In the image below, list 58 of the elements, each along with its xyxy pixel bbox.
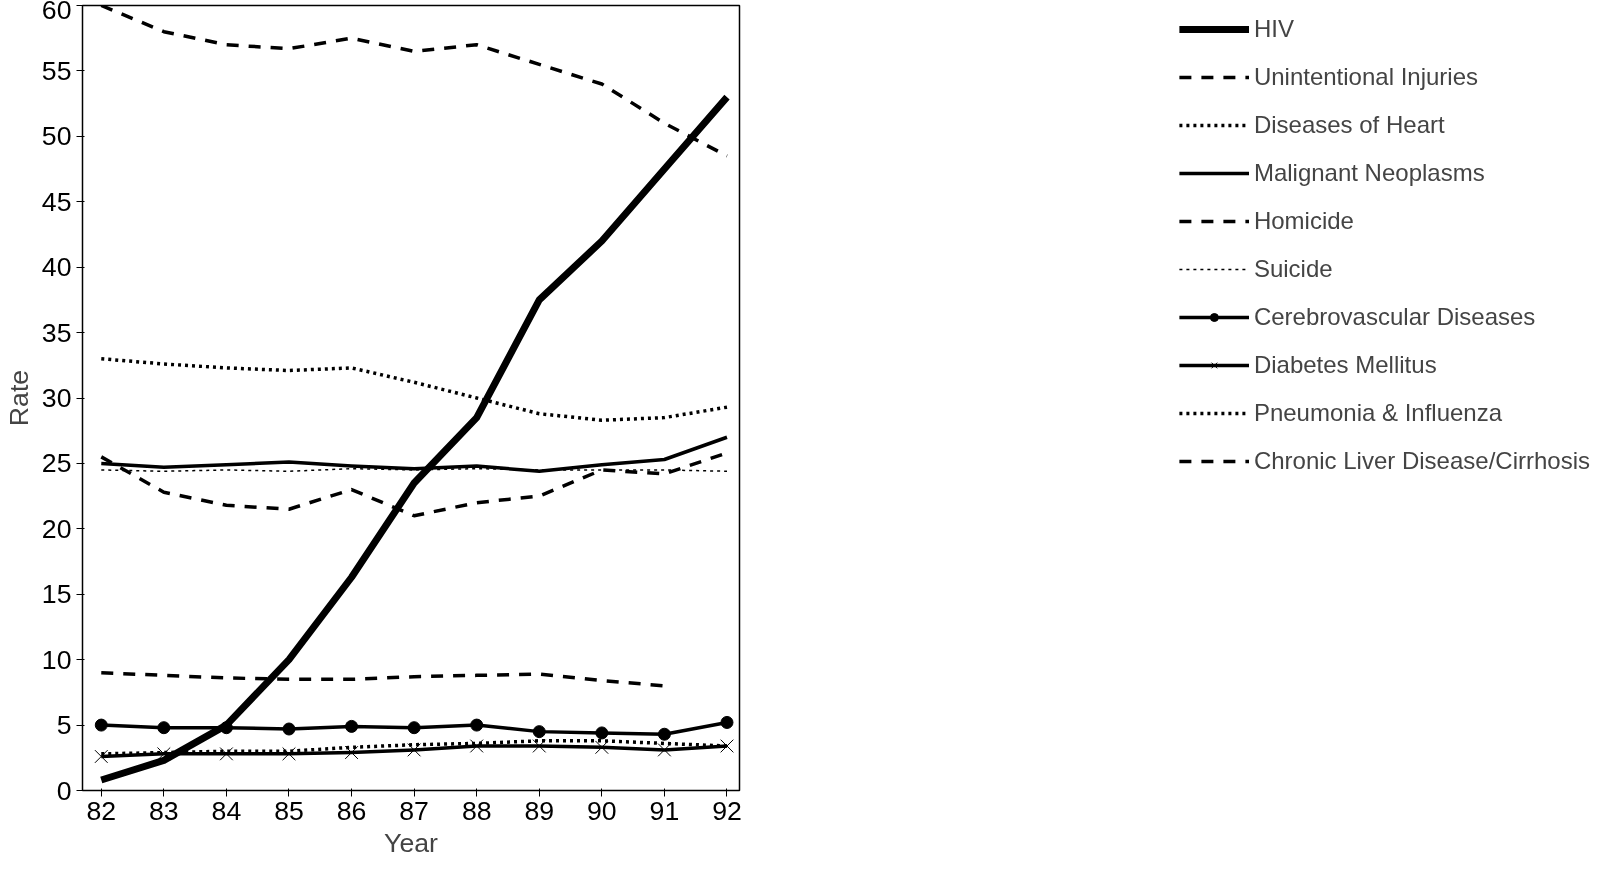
point	[94, 718, 108, 732]
point	[156, 747, 171, 761]
point	[470, 718, 484, 732]
legend-label: Unintentional Injuries	[1253, 63, 1479, 91]
point	[282, 747, 296, 761]
legend-label: Malignant Neoplasms	[1253, 159, 1485, 187]
point	[657, 743, 672, 757]
x-tick-label: 89	[524, 795, 555, 826]
point	[157, 721, 171, 735]
point	[219, 721, 233, 735]
legend-label: Diseases of Heart	[1253, 111, 1445, 139]
y-tick-label: 30	[41, 383, 72, 413]
y-tick-label: 50	[41, 121, 72, 152]
x-tick-label: 92	[712, 795, 742, 826]
point	[720, 739, 734, 753]
legend-label: Chronic Liver Disease/Cirrhosis	[1253, 447, 1590, 475]
y-tick-label: 20	[41, 513, 72, 544]
x-tick-label: 86	[336, 795, 367, 826]
y-tick-label: 55	[41, 55, 72, 86]
legend-label: Cerebrovascular Diseases	[1253, 303, 1536, 331]
y-tick-label: 15	[41, 579, 72, 610]
point	[532, 739, 547, 753]
x-axis-title: Year	[384, 827, 439, 858]
point	[407, 743, 421, 757]
legend-label: Homicide	[1253, 207, 1354, 235]
y-tick-label: 25	[41, 448, 72, 479]
point	[407, 721, 421, 735]
x-tick-label: 88	[461, 795, 492, 826]
point	[532, 725, 546, 739]
x-tick-label: 87	[399, 795, 429, 826]
y-tick-label: 10	[41, 644, 72, 675]
y-tick-label: 5	[56, 710, 72, 741]
point	[594, 740, 609, 755]
y-tick-label: 0	[56, 775, 72, 806]
point	[469, 739, 484, 753]
y-tick-label: 60	[41, 0, 72, 25]
y-tick-label: 35	[41, 317, 72, 348]
point	[94, 749, 109, 764]
x-tick-label: 90	[587, 795, 617, 826]
y-tick-label: 45	[41, 186, 72, 217]
legend-label: Diabetes Mellitus	[1253, 351, 1437, 379]
x-tick-label: 84	[211, 795, 242, 826]
point	[282, 722, 296, 736]
point	[657, 727, 671, 741]
legend-label: HIV	[1253, 15, 1294, 43]
y-axis-title: Rate	[3, 369, 34, 427]
point	[344, 745, 359, 760]
point	[345, 719, 359, 733]
legend-label: Pneumonia & Influenza	[1253, 399, 1503, 427]
x-tick-label: 91	[649, 795, 680, 826]
x-tick-label: 85	[274, 795, 304, 826]
legend-label: Suicide	[1253, 255, 1333, 283]
point	[219, 747, 234, 761]
x-tick-label: 83	[149, 795, 179, 826]
y-tick-label: 40	[41, 252, 72, 283]
point	[595, 726, 609, 740]
x-tick-label: 82	[86, 795, 117, 826]
point	[720, 715, 734, 729]
